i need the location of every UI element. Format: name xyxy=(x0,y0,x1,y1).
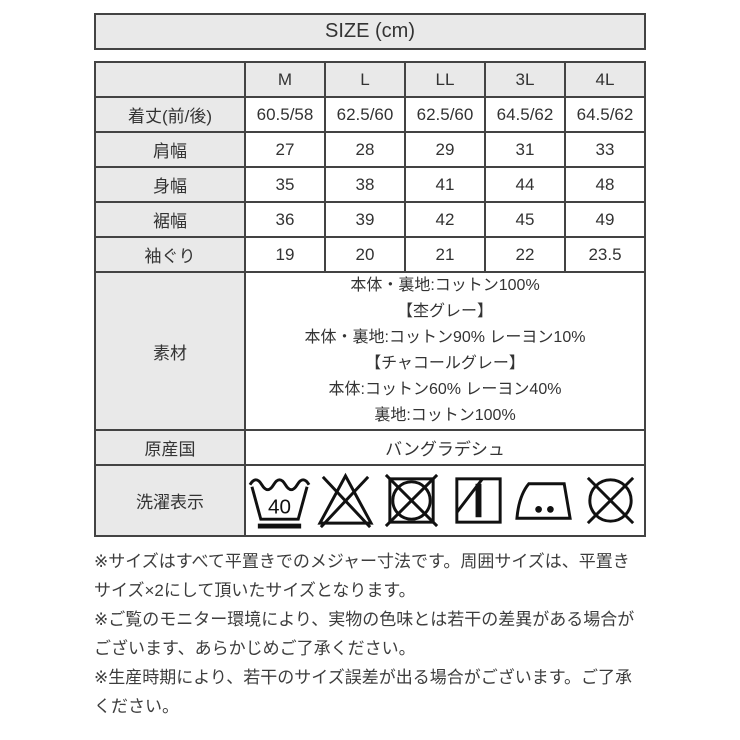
row-label: 袖ぐり xyxy=(94,236,246,273)
size-chart-content: SIZE (cm) M L LL 3L 4L 着丈(前/後) 60.5/58 6 xyxy=(94,13,646,721)
footnote: ※ご覧のモニター環境により、実物の色味とは若干の差異がある場合がございます、あら… xyxy=(94,610,635,658)
size-value: 48 xyxy=(564,166,646,203)
table-row-hem-width: 裾幅 36 39 42 45 49 xyxy=(94,201,646,238)
size-header-row: M L LL 3L 4L xyxy=(94,61,646,98)
size-value: 22 xyxy=(484,236,566,273)
size-chart-page: SIZE (cm) M L LL 3L 4L 着丈(前/後) 60.5/58 6 xyxy=(94,13,646,721)
size-value: 23.5 xyxy=(564,236,646,273)
size-value: 64.5/62 xyxy=(484,96,566,133)
table-row-armhole: 袖ぐり 19 20 21 22 23.5 xyxy=(94,236,646,273)
size-value: 20 xyxy=(324,236,406,273)
table-row-origin: 原産国 バングラデシュ xyxy=(94,429,646,466)
size-value: 19 xyxy=(244,236,326,273)
table-row-shoulder: 肩幅 27 28 29 31 33 xyxy=(94,131,646,168)
column-header-ll: LL xyxy=(404,61,486,98)
column-header-3l: 3L xyxy=(484,61,566,98)
care-symbols-cell: 40 xyxy=(244,464,646,537)
care-symbols-row: 40 xyxy=(246,469,644,532)
row-label-material: 素材 xyxy=(94,271,246,431)
size-value: 21 xyxy=(404,236,486,273)
wash-temp-number: 40 xyxy=(268,495,291,518)
footnotes: ※サイズはすべて平置きでのメジャー寸法です。周囲サイズは、平置きサイズ×2にして… xyxy=(94,547,646,721)
size-value: 44 xyxy=(484,166,566,203)
column-header-l: L xyxy=(324,61,406,98)
origin-value: バングラデシュ xyxy=(244,429,646,466)
material-line: 本体・裏地:コットン90% レーヨン10% xyxy=(304,329,586,346)
corner-empty-cell xyxy=(94,61,246,98)
size-value: 36 xyxy=(244,201,326,238)
material-cell: 本体・裏地:コットン100% 【杢グレー】 本体・裏地:コットン90% レーヨン… xyxy=(244,271,646,431)
no-bleach-icon xyxy=(317,472,374,529)
line-dry-in-shade-icon xyxy=(454,477,502,524)
size-value: 49 xyxy=(564,201,646,238)
size-value: 33 xyxy=(564,131,646,168)
size-value: 42 xyxy=(404,201,486,238)
size-spec-table: M L LL 3L 4L 着丈(前/後) 60.5/58 62.5/60 62.… xyxy=(94,61,646,537)
material-line: 【杢グレー】 xyxy=(396,303,493,320)
size-value: 28 xyxy=(324,131,406,168)
material-line: 裏地:コットン100% xyxy=(374,407,516,424)
size-value: 62.5/60 xyxy=(324,96,406,133)
size-value: 38 xyxy=(324,166,406,203)
iron-medium-icon xyxy=(515,482,572,520)
size-value: 45 xyxy=(484,201,566,238)
material-line: 本体・裏地:コットン100% xyxy=(350,277,540,294)
size-value: 41 xyxy=(404,166,486,203)
size-table-title-bar: SIZE (cm) xyxy=(94,13,646,50)
size-value: 35 xyxy=(244,166,326,203)
row-label: 着丈(前/後) xyxy=(94,96,246,133)
table-row-care: 洗濯表示 40 xyxy=(94,464,646,537)
size-table-title: SIZE (cm) xyxy=(325,20,415,42)
material-line: 本体:コットン60% レーヨン40% xyxy=(328,381,562,398)
row-label: 裾幅 xyxy=(94,201,246,238)
row-label-care: 洗濯表示 xyxy=(94,464,246,537)
row-label: 肩幅 xyxy=(94,131,246,168)
table-row-body-width: 身幅 35 38 41 44 48 xyxy=(94,166,646,203)
wash-40-gentle-icon: 40 xyxy=(248,478,311,529)
column-header-4l: 4L xyxy=(564,61,646,98)
row-label: 身幅 xyxy=(94,166,246,203)
column-header-m: M xyxy=(244,61,326,98)
footnote: ※生産時期により、若干のサイズ誤差が出る場合がございます。ご了承ください。 xyxy=(94,668,633,716)
no-tumble-dry-icon xyxy=(385,473,439,528)
size-value: 31 xyxy=(484,131,566,168)
row-label-origin: 原産国 xyxy=(94,429,246,466)
size-value: 60.5/58 xyxy=(244,96,326,133)
no-dry-clean-icon xyxy=(586,476,635,525)
table-row-material: 素材 本体・裏地:コットン100% 【杢グレー】 本体・裏地:コットン90% レ… xyxy=(94,271,646,431)
size-value: 27 xyxy=(244,131,326,168)
size-value: 64.5/62 xyxy=(564,96,646,133)
size-value: 29 xyxy=(404,131,486,168)
table-row-length: 着丈(前/後) 60.5/58 62.5/60 62.5/60 64.5/62 … xyxy=(94,96,646,133)
size-value: 39 xyxy=(324,201,406,238)
material-line: 【チャコールグレー】 xyxy=(365,355,525,372)
footnote: ※サイズはすべて平置きでのメジャー寸法です。周囲サイズは、平置きサイズ×2にして… xyxy=(94,552,630,600)
size-value: 62.5/60 xyxy=(404,96,486,133)
